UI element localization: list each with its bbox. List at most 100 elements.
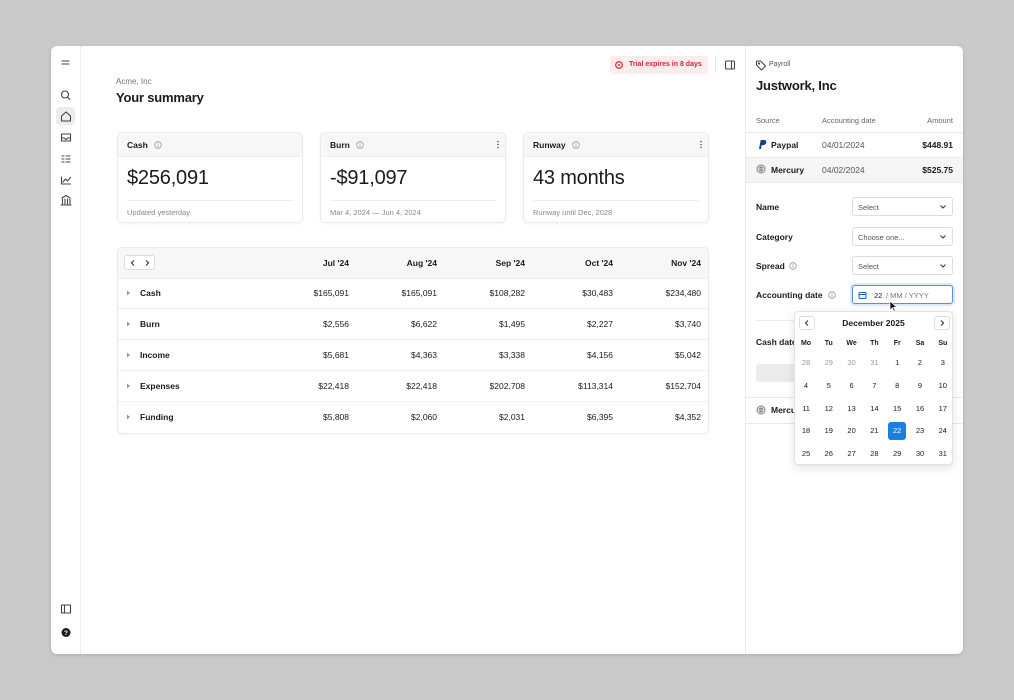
cell-value: $6,395 — [587, 412, 613, 422]
cell-value: $4,352 — [675, 412, 701, 422]
select-input[interactable] — [852, 227, 953, 246]
card-footer: Mar 4, 2024 — Jun 4, 2024 — [330, 208, 421, 217]
weekday: Mo — [800, 340, 812, 347]
cell-value: $108,282 — [489, 288, 525, 298]
day[interactable]: 5 — [826, 380, 831, 390]
next-arrow — [145, 260, 150, 266]
day[interactable]: 26 — [824, 449, 833, 459]
cell-value: $3,740 — [675, 319, 701, 329]
day[interactable]: 11 — [802, 403, 810, 413]
select-value: Choose one... — [858, 233, 905, 242]
trial-text: Trial expires in 8 days — [629, 61, 702, 68]
cell-value: $5,681 — [323, 350, 349, 360]
row-divider — [118, 370, 708, 371]
day[interactable]: 15 — [893, 403, 902, 413]
trial-badge[interactable]: Trial expires in 8 days — [610, 56, 708, 74]
mercury-icon — [756, 164, 766, 174]
card-divider — [127, 200, 293, 201]
chart-icon[interactable] — [60, 176, 72, 185]
card-label: Burn — [330, 140, 350, 150]
select-input[interactable] — [852, 197, 953, 216]
chevron-down — [940, 235, 946, 239]
day[interactable]: 16 — [915, 403, 925, 413]
trial-icon — [615, 61, 623, 69]
prev-month[interactable] — [799, 316, 815, 330]
cell-value: $234,480 — [665, 288, 701, 298]
mercury-icon — [756, 405, 766, 415]
day[interactable]: 10 — [938, 380, 947, 390]
day[interactable]: 18 — [801, 426, 811, 436]
row-label[interactable]: Cash — [140, 288, 161, 298]
expand-caret — [127, 383, 130, 389]
day[interactable]: 7 — [872, 380, 877, 390]
row-label[interactable]: Expenses — [140, 381, 180, 391]
day[interactable]: 6 — [849, 380, 854, 390]
info-icon — [828, 291, 836, 299]
day[interactable]: 27 — [847, 449, 856, 459]
row-label[interactable]: Funding — [140, 412, 174, 422]
bank-icon[interactable] — [60, 194, 72, 206]
day[interactable]: 30 — [847, 358, 856, 367]
day[interactable]: 30 — [915, 449, 925, 459]
day[interactable]: 12 — [824, 403, 833, 413]
day[interactable]: 4 — [803, 380, 809, 390]
day[interactable]: 1 — [895, 358, 900, 367]
day[interactable]: 13 — [847, 403, 856, 413]
day[interactable]: 22 — [893, 426, 902, 436]
card-header — [524, 133, 708, 157]
day[interactable]: 23 — [915, 426, 925, 436]
day[interactable]: 29 — [893, 449, 902, 459]
row-label[interactable]: Burn — [140, 319, 160, 329]
day[interactable]: 28 — [870, 449, 879, 459]
accounting-date: 04/01/2024 — [822, 140, 865, 150]
card-divider — [533, 200, 699, 201]
home-icon[interactable] — [60, 111, 72, 122]
field-label: Name — [756, 202, 780, 212]
day[interactable]: 17 — [938, 403, 947, 413]
date-input[interactable] — [852, 285, 953, 304]
day[interactable]: 31 — [938, 449, 947, 459]
cell-value: $3,338 — [499, 350, 525, 360]
cell-value: $202,708 — [489, 381, 525, 391]
day[interactable]: 3 — [940, 358, 945, 367]
next-month[interactable] — [934, 316, 950, 330]
day[interactable]: 2 — [917, 358, 923, 367]
day[interactable]: 31 — [870, 358, 879, 367]
row-label[interactable]: Income — [140, 350, 170, 360]
row-divider — [118, 401, 708, 402]
day[interactable]: 24 — [938, 426, 947, 436]
day[interactable]: 19 — [824, 426, 833, 436]
menu-icon[interactable] — [61, 60, 70, 65]
inbox-icon[interactable] — [60, 133, 72, 142]
panel-col: Accounting date — [822, 116, 876, 125]
column-header: Aug '24 — [406, 258, 437, 268]
cell-value: $22,418 — [318, 381, 349, 391]
day[interactable]: 14 — [870, 403, 879, 413]
search-icon[interactable] — [60, 90, 71, 101]
weekday: Sa — [915, 340, 925, 347]
expand-caret — [127, 290, 130, 296]
list-icon[interactable] — [61, 155, 71, 163]
table-header — [118, 248, 708, 279]
day[interactable]: 20 — [847, 426, 856, 436]
day[interactable]: 25 — [801, 449, 811, 459]
panel-toggle-icon[interactable] — [724, 59, 736, 71]
cell-value: $4,156 — [587, 350, 613, 360]
cell-value: $113,314 — [578, 381, 613, 391]
day[interactable]: 28 — [801, 358, 811, 367]
row-divider — [118, 308, 708, 309]
select-input[interactable] — [852, 256, 953, 275]
day[interactable]: 8 — [895, 380, 900, 390]
day[interactable]: 9 — [917, 380, 923, 390]
collapse-icon[interactable] — [60, 604, 72, 614]
card-value: -$91,097 — [330, 167, 408, 189]
field-label: Category — [756, 232, 793, 242]
source-name: Mercury — [771, 165, 805, 175]
day[interactable]: 29 — [824, 358, 833, 367]
day[interactable]: 21 — [870, 426, 879, 436]
company-name: Acme, Inc — [116, 77, 152, 86]
card-footer: Runway until Dec, 2028 — [533, 208, 613, 217]
period-nav[interactable] — [124, 255, 155, 270]
expand-caret — [127, 414, 130, 420]
help-icon[interactable]: ? — [61, 628, 71, 637]
